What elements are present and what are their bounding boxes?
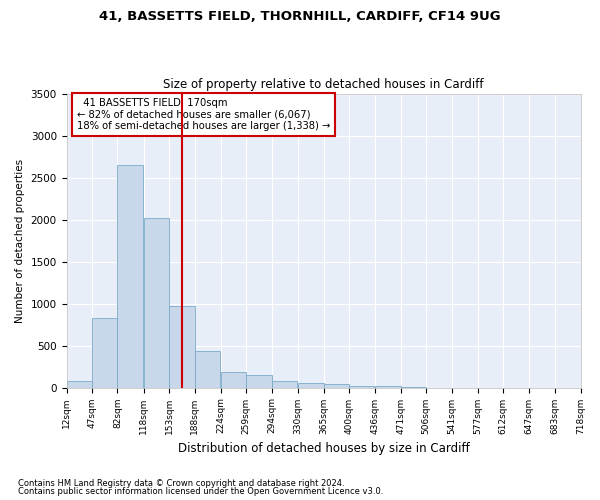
Bar [247, 376, 272, 388]
Text: 41, BASSETTS FIELD, THORNHILL, CARDIFF, CF14 9UG: 41, BASSETTS FIELD, THORNHILL, CARDIFF, … [99, 10, 501, 23]
Bar [92, 318, 118, 388]
Bar [67, 382, 92, 388]
Text: Contains public sector information licensed under the Open Government Licence v3: Contains public sector information licen… [18, 487, 383, 496]
X-axis label: Distribution of detached houses by size in Cardiff: Distribution of detached houses by size … [178, 442, 469, 455]
Bar [272, 381, 298, 388]
Bar [349, 386, 374, 388]
Bar [375, 386, 401, 388]
Title: Size of property relative to detached houses in Cardiff: Size of property relative to detached ho… [163, 78, 484, 91]
Bar [323, 384, 349, 388]
Text: Contains HM Land Registry data © Crown copyright and database right 2024.: Contains HM Land Registry data © Crown c… [18, 478, 344, 488]
Bar [221, 372, 247, 388]
Bar [169, 306, 194, 388]
Bar [118, 165, 143, 388]
Y-axis label: Number of detached properties: Number of detached properties [15, 158, 25, 322]
Bar [298, 382, 323, 388]
Bar [194, 350, 220, 388]
Text: 41 BASSETTS FIELD: 170sqm  
← 82% of detached houses are smaller (6,067)
18% of : 41 BASSETTS FIELD: 170sqm ← 82% of detac… [77, 98, 330, 131]
Bar [143, 218, 169, 388]
